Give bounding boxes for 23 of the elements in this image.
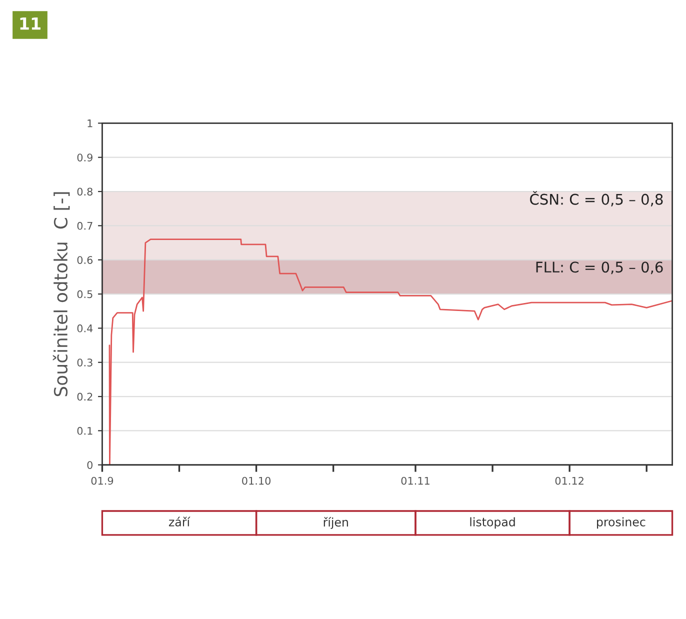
y-tick-label: 0.6: [77, 256, 93, 264]
x-tick-label: 01.9: [91, 476, 114, 485]
y-tick-label: 1: [88, 120, 92, 128]
band-label: ČSN: C = 0,5 – 0,8: [530, 191, 663, 206]
text: prosinec: [597, 517, 646, 529]
text: říjen: [324, 517, 348, 529]
y-tick-label: 0.9: [77, 154, 92, 162]
y-tick-label: 0.1: [77, 426, 92, 435]
x-tick-label: 01.12: [555, 476, 584, 485]
y-tick-label: 0: [87, 461, 92, 469]
x-tick-label: 01.10: [242, 476, 271, 485]
text: 11: [20, 17, 40, 30]
y-tick-label: 0.5: [77, 290, 92, 298]
y-tick-label: 0.3: [77, 358, 92, 366]
y-axis-title: Součinitel odtoku C [-]: [52, 192, 70, 396]
y-tick-label: 0.4: [77, 324, 93, 332]
y-tick-label: 0.8: [77, 188, 92, 196]
y-tick-label: 0.2: [77, 392, 92, 401]
text: listopad: [470, 517, 515, 529]
text: září: [168, 516, 190, 526]
y-tick-label: 0.7: [77, 222, 92, 230]
band-label: FLL: C = 0,5 – 0,6: [536, 262, 663, 274]
x-tick-label: 01.11: [401, 476, 430, 485]
